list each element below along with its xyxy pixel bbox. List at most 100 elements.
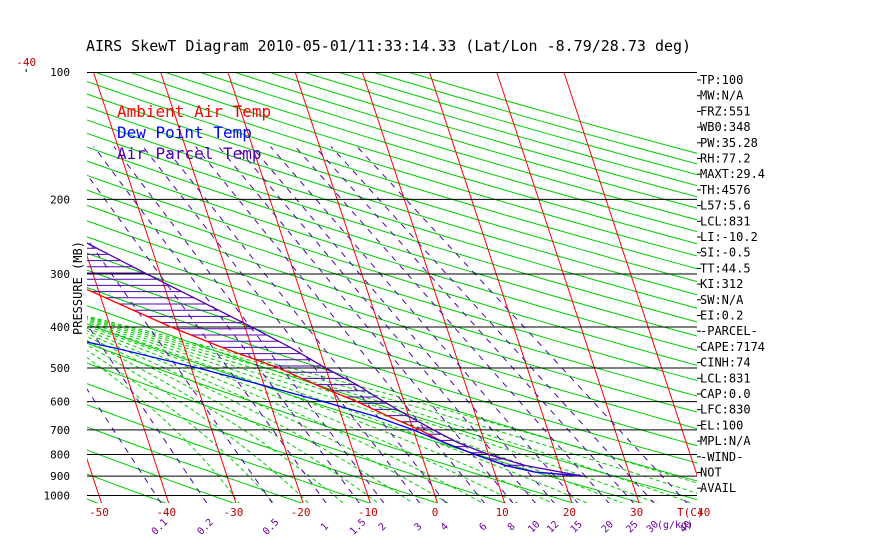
bottom-temperature-tick-label: -10 bbox=[358, 506, 378, 519]
pressure-tick-label: 600 bbox=[50, 396, 70, 409]
bottom-temperature-tick-label: 40 bbox=[697, 506, 710, 519]
dry-adiabat-line bbox=[302, 72, 697, 187]
pressure-tick-label: 500 bbox=[50, 362, 70, 375]
legend: Ambient Air Temp Dew Point Temp Air Parcel… bbox=[117, 102, 271, 163]
bottom-temperature-tick-label: -40 bbox=[156, 506, 176, 519]
plot-frame-top bbox=[87, 72, 697, 73]
mixing-ratio-line bbox=[142, 146, 421, 503]
isotherm-line bbox=[227, 72, 371, 503]
legend-entry: Air Parcel Temp bbox=[117, 144, 262, 163]
chart-title: AIRS SkewT Diagram 2010-05-01/11:33:14.3… bbox=[86, 37, 691, 55]
dry-adiabat-line bbox=[87, 473, 167, 503]
index-value: TP:100 bbox=[700, 73, 743, 87]
mixing-ratio-line bbox=[356, 146, 688, 503]
moist-adiabat-line bbox=[87, 317, 693, 503]
dry-adiabat-line bbox=[87, 449, 235, 503]
dry-adiabat-line bbox=[87, 304, 697, 501]
index-value: MW:N/A bbox=[700, 89, 744, 103]
dry-adiabat-line bbox=[87, 426, 304, 503]
mixing-ratio-line bbox=[270, 146, 579, 503]
mixing-ratio-tick-label: 4 bbox=[439, 521, 451, 533]
pressure-tick-label: 400 bbox=[50, 321, 70, 334]
mixing-unit-label: (g/kg) bbox=[657, 520, 693, 531]
top-temperature-tick-label: -40 bbox=[16, 56, 36, 69]
mixing-ratio-tick-label: 1.5 bbox=[348, 517, 369, 538]
moist-adiabat-line bbox=[87, 319, 659, 503]
pressure-tick-label: 300 bbox=[50, 268, 70, 281]
mixing-ratio-line bbox=[195, 146, 486, 503]
mixing-ratio-line bbox=[294, 146, 610, 503]
dry-adiabat-line bbox=[87, 146, 697, 337]
dry-adiabat-line bbox=[87, 80, 697, 270]
dry-adiabat-line bbox=[87, 106, 697, 296]
mixing-ratio-line bbox=[87, 388, 162, 503]
mixing-ratio-line bbox=[113, 146, 385, 503]
moist-adiabat-line bbox=[87, 316, 697, 494]
isotherm-line bbox=[428, 72, 573, 503]
pressure-tick-label: 200 bbox=[50, 193, 70, 206]
mixing-ratio-line bbox=[87, 173, 327, 503]
dry-adiabat-line bbox=[87, 160, 697, 352]
isotherm-line bbox=[563, 72, 697, 477]
index-value: CAPE:7174 bbox=[700, 340, 765, 354]
index-value: LCL:831 bbox=[700, 214, 751, 228]
bottom-temperature-tick-label: -30 bbox=[223, 506, 243, 519]
index-value: RH:77.2 bbox=[700, 152, 751, 166]
pressure-tick-label: 100 bbox=[50, 66, 70, 79]
bottom-temperature-tick-label: 0 bbox=[432, 506, 439, 519]
index-value: CAP:0.0 bbox=[700, 387, 751, 401]
index-value: TT:44.5 bbox=[700, 261, 751, 275]
pressure-tick-label: 900 bbox=[50, 470, 70, 483]
index-value: LI:-10.2 bbox=[700, 230, 758, 244]
mixing-ratio-tick-label: 15 bbox=[569, 519, 585, 535]
index-value: NOT bbox=[700, 466, 722, 480]
index-value: FRZ:551 bbox=[700, 104, 751, 118]
moist-adiabat-line bbox=[87, 320, 624, 503]
index-value: L57:5.6 bbox=[700, 199, 751, 213]
index-value: -WIND- bbox=[700, 450, 743, 464]
cape-hatch-area bbox=[87, 247, 525, 466]
index-value: MPL:N/A bbox=[700, 434, 751, 448]
mixing-ratio-tick-label: 3 bbox=[413, 521, 425, 533]
index-value: SW:N/A bbox=[700, 293, 744, 307]
mixing-ratio-line bbox=[87, 238, 273, 503]
x-axis-unit-label: T(C) bbox=[677, 506, 704, 519]
legend-entry: Dew Point Temp bbox=[117, 123, 252, 142]
mixing-ratio-tick-label: 25 bbox=[624, 519, 640, 535]
pressure-tick-label: 800 bbox=[50, 448, 70, 461]
pressure-tick-label: 700 bbox=[50, 424, 70, 437]
y-axis-label: PRESSURE (MB) bbox=[71, 241, 85, 335]
index-value: TH:4576 bbox=[700, 183, 751, 197]
dry-adiabat-line bbox=[87, 404, 372, 503]
mixing-ratio-line bbox=[93, 146, 360, 503]
dry-adiabat-line bbox=[87, 174, 697, 366]
index-value: KI:312 bbox=[700, 277, 743, 291]
isotherm-line bbox=[496, 72, 640, 503]
isotherm-line bbox=[87, 457, 102, 503]
dry-adiabat-line bbox=[0, 72, 55, 513]
index-value: MAXT:29.4 bbox=[700, 167, 765, 181]
isotherm-line bbox=[87, 254, 170, 503]
index-value: SI:-0.5 bbox=[700, 246, 751, 260]
mixing-ratio-axis: 0.1 0.2 0.5 1 1.5 2 3 4 6 8 10 12 15 20 25 30 40 bbox=[150, 517, 694, 538]
mixing-ratio-line bbox=[314, 146, 635, 503]
mixing-ratio-tick-label: 2 bbox=[377, 521, 389, 533]
mixing-ratio-line bbox=[87, 323, 208, 503]
isotherm-line bbox=[294, 72, 438, 503]
index-value: EL:100 bbox=[700, 418, 743, 432]
mixing-ratio-tick-label: 12 bbox=[545, 519, 561, 535]
mixing-ratio-line bbox=[330, 146, 655, 503]
air-parcel-temp-line bbox=[87, 242, 584, 477]
dry-adiabat-line bbox=[87, 189, 697, 382]
mixing-ratio-tick-label: 0.5 bbox=[261, 517, 282, 538]
isotherm-line bbox=[0, 72, 38, 513]
isotherm-line bbox=[160, 72, 304, 503]
mixing-ratio-tick-label: 0.1 bbox=[150, 517, 171, 538]
index-value: -PARCEL- bbox=[700, 324, 758, 338]
dew-point-temp-line bbox=[87, 341, 584, 477]
dry-adiabat-line bbox=[87, 204, 697, 397]
index-value: PW:35.28 bbox=[700, 136, 758, 150]
mixing-ratio-line bbox=[236, 146, 537, 503]
legend-entry: Ambient Air Temp bbox=[117, 102, 271, 121]
